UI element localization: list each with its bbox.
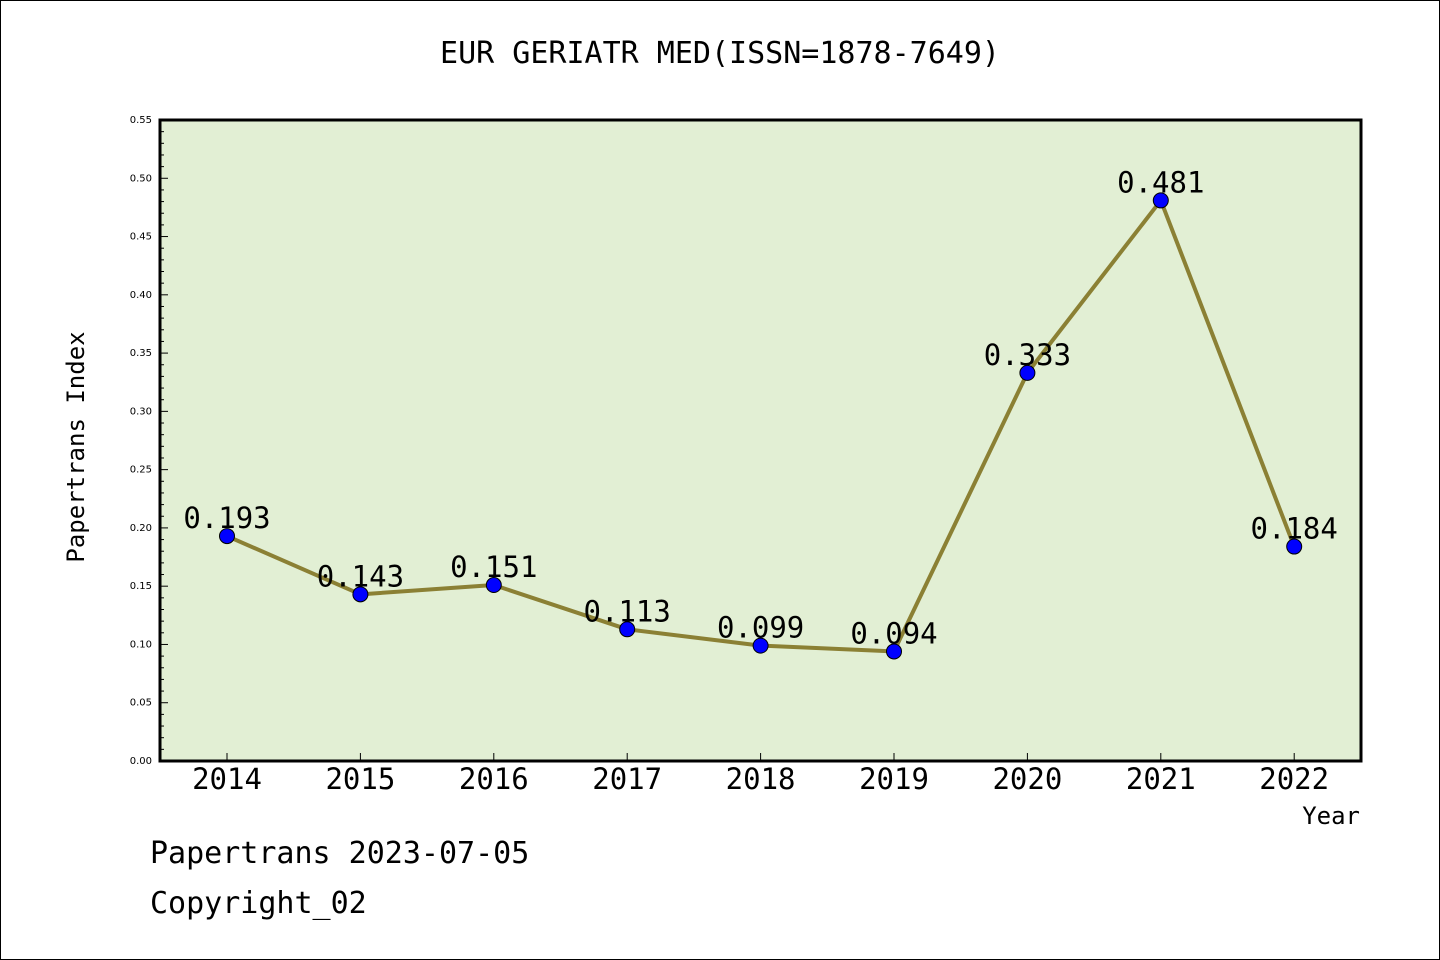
x-tick-label: 2022 [1259,762,1329,796]
data-point [619,621,636,638]
data-label: 0.099 [717,611,804,645]
data-point [1286,538,1303,555]
data-point [886,643,902,660]
x-tick-label: 2021 [1126,762,1196,796]
x-tick-label: 2019 [859,762,929,796]
x-tick-label: 2014 [192,762,262,796]
data-label: 0.184 [1251,512,1338,546]
y-tick-label: 0.10 [130,639,152,650]
y-tick-label: 0.55 [130,115,152,126]
data-label: 0.151 [450,550,537,584]
plot-border [158,118,1363,763]
footer-date: Papertrans 2023-07-05 [150,836,530,871]
y-tick-label: 0.20 [130,523,152,534]
x-tick-label: 2018 [726,762,796,796]
data-point [1019,364,1036,381]
y-tick-label: 0.05 [130,698,152,709]
x-tick-label: 2016 [459,762,529,796]
y-axis-label: Papertrans Index [62,331,90,563]
y-tick-label: 0.25 [130,465,152,476]
data-point [1152,192,1169,209]
data-label: 0.481 [1117,165,1204,199]
data-label: 0.193 [183,501,270,535]
x-tick-label: 2015 [325,762,395,796]
y-tick-label: 0.15 [130,581,152,592]
data-point [352,586,369,603]
y-tick-label: 0.00 [130,756,152,767]
data-label: 0.333 [984,338,1071,372]
data-point [485,577,502,594]
y-tick-label: 0.50 [130,173,152,184]
data-label: 0.113 [584,594,671,628]
y-tick-label: 0.30 [130,406,152,417]
x-axis-label: Year [1302,802,1360,830]
y-tick-label: 0.45 [130,232,152,243]
data-point [752,637,769,654]
data-label: 0.094 [850,616,937,650]
y-tick-label: 0.35 [130,348,152,359]
y-tick-label: 0.40 [130,290,152,301]
x-tick-label: 2020 [992,762,1062,796]
x-tick-label: 2017 [592,762,662,796]
plot-area [160,120,1361,761]
footer-copyright: Copyright_02 [150,886,367,921]
data-label: 0.143 [317,559,404,593]
data-point [219,528,235,545]
chart-title: EUR GERIATR MED(ISSN=1878-7649) [440,36,1000,71]
